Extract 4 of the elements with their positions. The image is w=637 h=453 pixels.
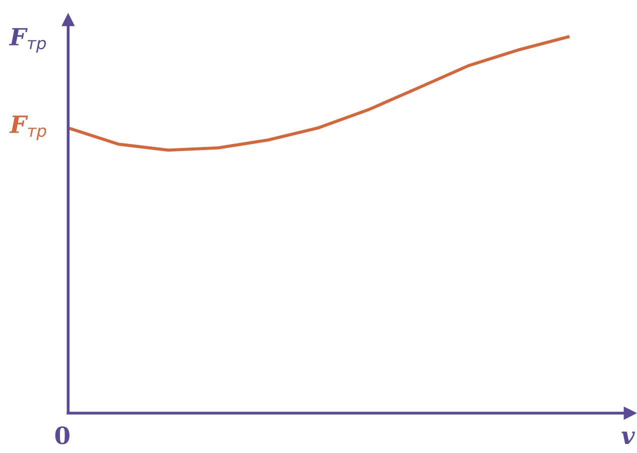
text: 0: [55, 426, 70, 444]
y-axis-title: F$_{тр}$: [9, 28, 46, 53]
x-axis-title: v: [622, 432, 635, 444]
text: F$_{тр}$: [9, 116, 46, 140]
